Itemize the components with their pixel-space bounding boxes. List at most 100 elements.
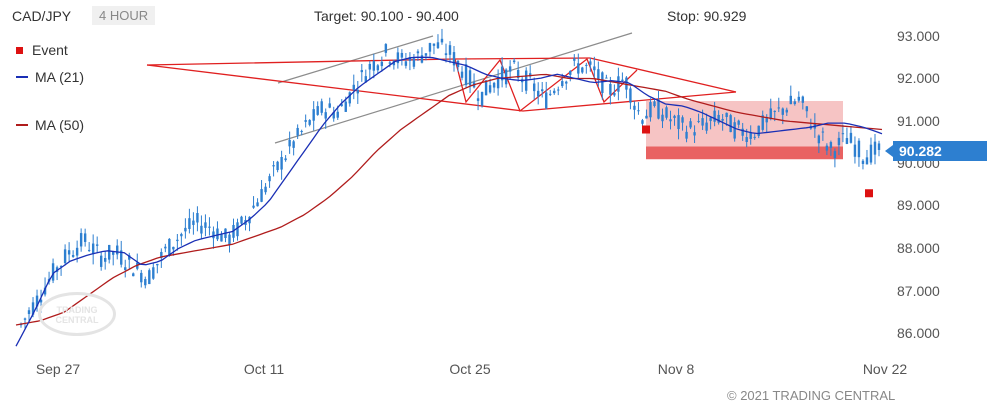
candle-body [216,228,219,240]
candle [669,110,672,130]
candle [613,84,616,97]
candle [108,244,111,264]
legend-ma21-label: MA (21) [35,69,85,85]
candle-body [721,119,724,121]
legend-item-ma50: MA (50) [16,117,84,133]
candle-body [312,109,315,121]
candle-body [188,218,191,230]
price-pointer-icon [885,145,893,157]
candle-body [144,279,147,286]
candle [649,98,652,122]
candle [520,75,524,93]
candle [621,72,624,83]
timeframe-badge[interactable]: 4 HOUR [92,6,156,25]
candle [833,148,837,168]
candle [63,244,67,266]
candle-body [108,244,111,260]
candle-body [705,122,708,131]
event-marker [865,189,873,198]
candle [468,67,472,94]
candle [428,42,432,57]
candle [541,81,544,98]
candle-body [757,125,760,136]
candle [845,127,849,145]
candle-body [99,255,103,267]
candle-body [492,82,496,88]
candle-body [180,233,183,237]
candle-body [388,62,392,64]
candle [496,69,500,96]
candle [144,276,147,289]
candle-body [272,165,275,167]
candle [873,133,877,165]
candle-body [284,158,287,161]
candle [160,248,163,268]
candle-body [833,151,837,159]
candle [308,119,311,127]
candle-body [725,112,728,118]
candle [581,66,584,74]
candle [484,80,488,96]
candle [709,116,712,130]
candle [128,252,131,269]
candle-body [356,89,359,94]
candle [192,212,195,235]
candle-body [452,52,456,66]
y-tick-label: 91.000 [897,113,940,129]
candle [677,108,680,140]
candle [99,252,103,271]
candle [208,217,211,236]
pattern-zigzag [454,57,638,113]
candle [865,149,869,165]
target-band [646,146,843,160]
candle-body [35,295,39,307]
candle [601,71,604,100]
candle-body [745,137,748,142]
candle [79,228,83,252]
candle-body [420,55,424,63]
y-tick-label: 86.000 [897,325,940,341]
candle-body [416,51,420,54]
candle-body [512,60,516,63]
candle [733,117,736,142]
candle [452,45,456,72]
candle [829,140,833,156]
candle-body [697,120,700,122]
candle [328,97,331,109]
candle [432,43,436,55]
candle-body [773,110,776,112]
candle-body [27,310,31,315]
candle-body [769,108,772,120]
candle [116,239,119,260]
candle [436,34,440,49]
candle [91,234,95,265]
channel-line [274,32,633,144]
candle [637,102,640,115]
candle-body [621,79,624,82]
candle [641,118,644,126]
candle-body [637,110,640,112]
candle-body [308,120,311,125]
candle [152,262,155,280]
candle [569,70,572,82]
candle-body [376,65,380,71]
candle-body [156,263,159,266]
candle [260,180,263,203]
candle-body [801,96,805,103]
candle [685,125,688,143]
candle-body [753,136,756,138]
candle [512,58,516,64]
candle [480,91,484,108]
candle [725,112,728,126]
candle [71,250,75,258]
candle-body [653,101,656,107]
candle [264,183,267,195]
candle-body [561,81,564,87]
candle-body [589,61,592,65]
candle-body [140,272,143,283]
ma50-swatch-icon [16,124,28,126]
candle-body [168,238,171,257]
candle-body [605,77,608,79]
candle [272,161,275,177]
